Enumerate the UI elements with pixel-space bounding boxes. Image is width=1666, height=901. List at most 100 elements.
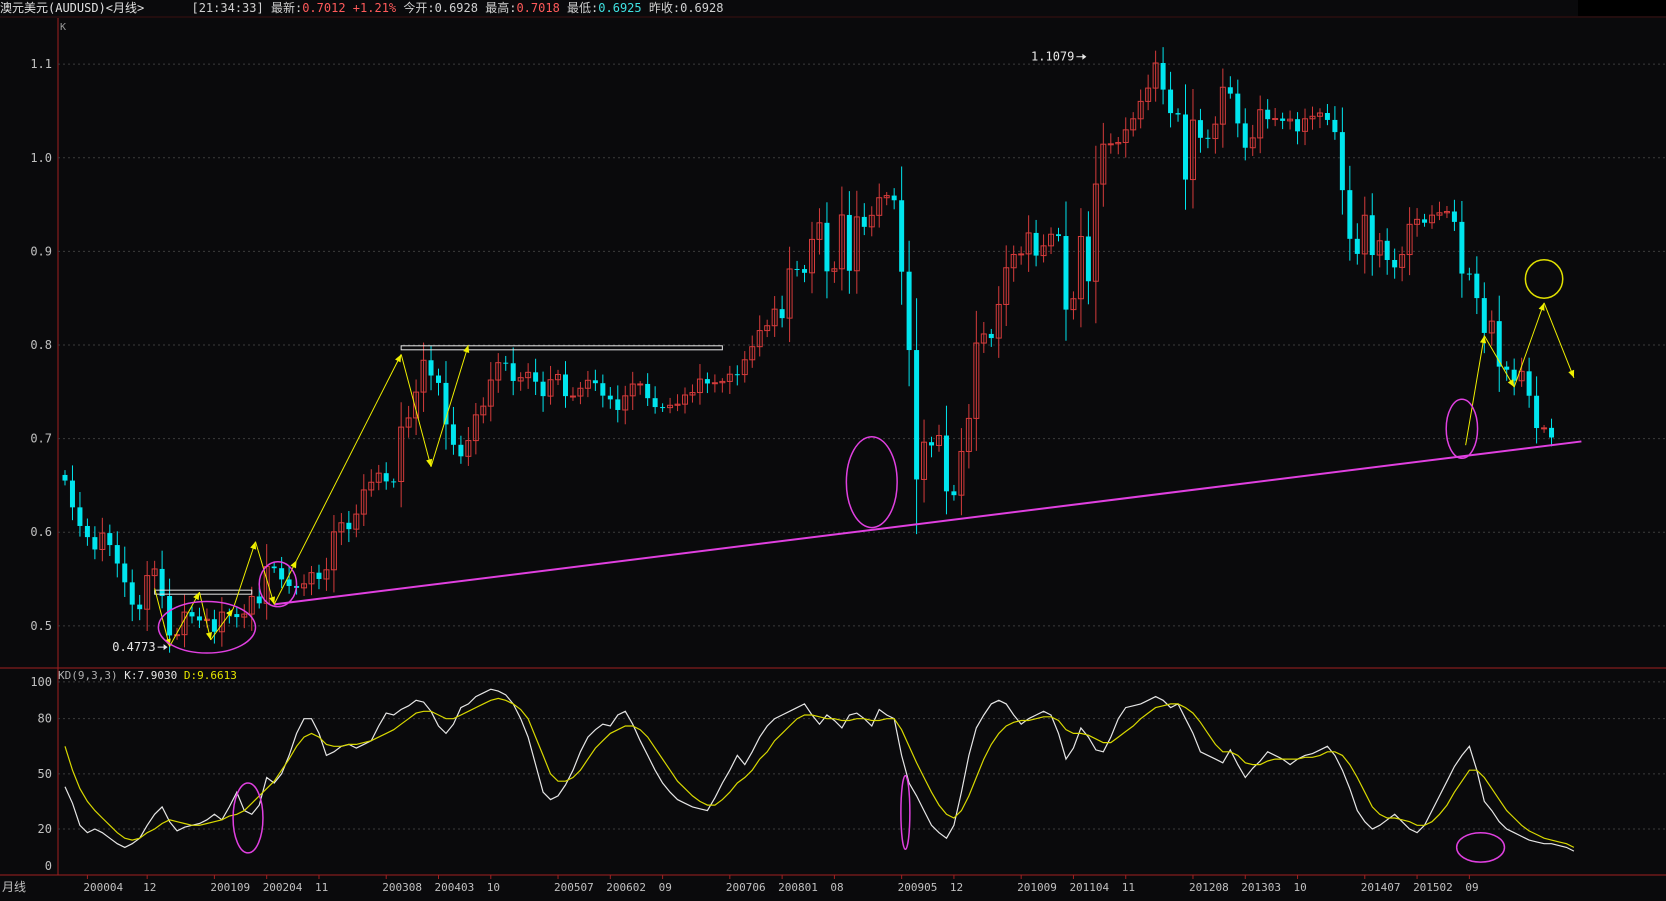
candle-up[interactable] <box>1302 118 1309 132</box>
candle-down[interactable] <box>1504 366 1510 370</box>
candle-up[interactable] <box>472 414 479 442</box>
candle-down[interactable] <box>914 350 920 480</box>
candle-down[interactable] <box>824 222 830 272</box>
candle-down[interactable] <box>458 444 464 457</box>
candle-down[interactable] <box>600 383 606 396</box>
candle-up[interactable] <box>958 450 965 496</box>
candle-down[interactable] <box>1369 215 1375 256</box>
candle-up[interactable] <box>241 613 248 618</box>
candle-down[interactable] <box>1481 298 1487 333</box>
candle-down[interactable] <box>279 568 285 580</box>
candle-down[interactable] <box>540 381 546 397</box>
candle-down[interactable] <box>1354 238 1360 254</box>
candle-up[interactable] <box>689 392 696 396</box>
candle-down[interactable] <box>1063 236 1069 310</box>
candle-up[interactable] <box>1137 100 1144 120</box>
candle-up[interactable] <box>301 583 308 589</box>
candle-up[interactable] <box>547 379 554 397</box>
candle-up[interactable] <box>368 481 375 491</box>
candle-down[interactable] <box>861 216 867 227</box>
candle-up[interactable] <box>1376 240 1383 256</box>
candle-up[interactable] <box>144 575 151 610</box>
candle-down[interactable] <box>443 382 449 425</box>
candle-down[interactable] <box>794 268 800 270</box>
candle-down[interactable] <box>779 309 785 319</box>
candle-down[interactable] <box>391 481 397 483</box>
candle-down[interactable] <box>167 596 173 636</box>
candle-down[interactable] <box>1339 132 1345 191</box>
candle-down[interactable] <box>1168 89 1174 114</box>
candle-up[interactable] <box>525 371 532 379</box>
candle-down[interactable] <box>899 200 905 272</box>
candle-up[interactable] <box>756 330 763 348</box>
candle-down[interactable] <box>891 195 897 201</box>
candle-down[interactable] <box>615 399 621 410</box>
candle-up[interactable] <box>741 359 748 376</box>
candle-down[interactable] <box>1280 118 1286 121</box>
candle-up[interactable] <box>1399 254 1406 268</box>
candle-up[interactable] <box>420 359 427 393</box>
candle-down[interactable] <box>943 435 949 492</box>
candle-down[interactable] <box>1466 273 1472 275</box>
candle-up[interactable] <box>876 197 883 216</box>
candle-down[interactable] <box>929 442 935 446</box>
candle-down[interactable] <box>1451 211 1457 222</box>
candle-down[interactable] <box>1392 259 1398 268</box>
candle-up[interactable] <box>816 222 823 240</box>
candle-down[interactable] <box>1324 113 1330 120</box>
candle-up[interactable] <box>308 572 315 585</box>
candle-up[interactable] <box>1152 62 1159 89</box>
candle-down[interactable] <box>1347 190 1353 239</box>
candle-down[interactable] <box>129 582 135 605</box>
candle-down[interactable] <box>652 398 658 408</box>
candle-down[interactable] <box>562 374 568 397</box>
candle-up[interactable] <box>629 383 636 397</box>
candle-up[interactable] <box>1070 298 1077 311</box>
candle-up[interactable] <box>405 417 412 428</box>
candle-up[interactable] <box>1077 235 1084 300</box>
candle-up[interactable] <box>398 426 405 483</box>
candle-down[interactable] <box>607 395 613 400</box>
candle-down[interactable] <box>256 596 262 604</box>
candle-down[interactable] <box>346 522 352 530</box>
candle-down[interactable] <box>436 375 441 383</box>
candle-down[interactable] <box>951 491 957 496</box>
candle-up[interactable] <box>480 405 487 416</box>
candle-up[interactable] <box>853 216 860 272</box>
candle-up[interactable] <box>1429 214 1436 224</box>
candle-up[interactable] <box>1003 267 1010 305</box>
candle-up[interactable] <box>569 395 576 398</box>
candle-up[interactable] <box>719 380 726 384</box>
candle-down[interactable] <box>906 271 912 351</box>
candle-up[interactable] <box>622 395 629 411</box>
candle-up[interactable] <box>764 325 771 332</box>
candle-up[interactable] <box>1122 129 1129 143</box>
candle-down[interactable] <box>1033 232 1039 256</box>
candle-up[interactable] <box>696 378 703 394</box>
candle-up[interactable] <box>1249 137 1256 149</box>
candle-down[interactable] <box>234 614 240 618</box>
candle-up[interactable] <box>338 522 345 533</box>
candle-down[interactable] <box>1197 120 1203 138</box>
candle-up[interactable] <box>935 435 942 446</box>
candle-up[interactable] <box>1436 212 1443 216</box>
candle-down[interactable] <box>533 372 539 382</box>
candle-up[interactable] <box>1092 183 1099 282</box>
candle-up[interactable] <box>1309 115 1316 120</box>
candle-up[interactable] <box>1406 223 1413 256</box>
candle-up[interactable] <box>637 383 644 386</box>
candle-down[interactable] <box>1175 113 1181 115</box>
candle-up[interactable] <box>517 377 524 382</box>
candle-down[interactable] <box>802 269 808 273</box>
candle-up[interactable] <box>726 373 733 382</box>
candle-down[interactable] <box>645 383 651 399</box>
candle-up[interactable] <box>809 238 815 274</box>
candle-down[interactable] <box>122 563 128 583</box>
candle-up[interactable] <box>99 532 106 550</box>
candle-up[interactable] <box>965 417 972 452</box>
candle-up[interactable] <box>323 569 330 580</box>
candle-down[interactable] <box>114 545 120 564</box>
candle-up[interactable] <box>375 472 382 483</box>
candle-up[interactable] <box>1414 218 1421 225</box>
